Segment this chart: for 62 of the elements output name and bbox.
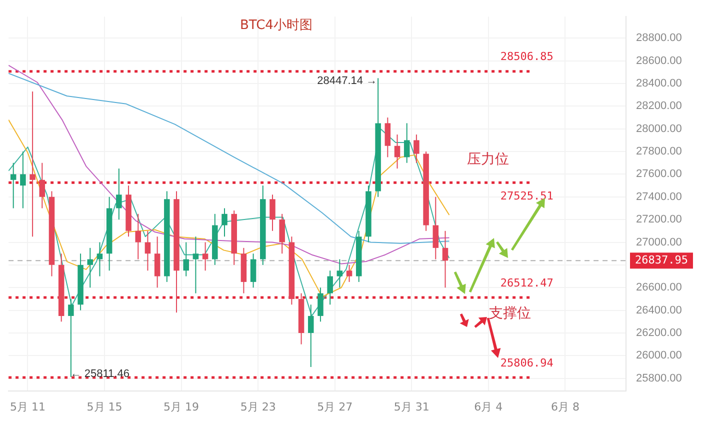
y-tick-label: 26200.00 <box>636 327 682 339</box>
y-tick-label: 28800.00 <box>636 32 682 44</box>
y-tick-label: 28400.00 <box>636 78 682 90</box>
candlestick <box>327 270 333 306</box>
candlestick <box>222 208 228 238</box>
x-tick-label: 5月 11 <box>10 400 46 414</box>
y-tick-label: 26600.00 <box>636 282 682 294</box>
candlestick <box>183 242 189 277</box>
y-tick-label: 27200.00 <box>636 214 682 226</box>
y-tick-label: 28600.00 <box>636 54 682 67</box>
annotation: 28447.14 → <box>317 75 378 88</box>
candlestick <box>154 236 160 288</box>
candlestick <box>414 134 420 164</box>
x-tick-label: 5月 15 <box>86 400 122 414</box>
annotation: 支撑位 <box>489 306 531 322</box>
candlestick <box>96 242 103 277</box>
candlestick <box>404 122 410 164</box>
candlestick <box>116 168 122 220</box>
candlestick <box>192 236 199 294</box>
annotation: 压力位 <box>467 152 509 168</box>
candlestick <box>442 230 448 288</box>
x-tick-label: 6月 4 <box>474 400 503 414</box>
y-tick-label: 27000.00 <box>636 236 682 248</box>
y-tick-label: 28000.00 <box>636 122 682 135</box>
candlestick <box>144 230 151 272</box>
candlestick <box>432 196 439 260</box>
y-tick-label: 27800.00 <box>636 146 682 158</box>
y-tick-label: 26000.00 <box>636 350 682 362</box>
ref-line-label: 26837.95 <box>635 253 688 266</box>
x-tick-label: 6月 8 <box>550 400 580 414</box>
ref-line-label: 26512.47 <box>500 276 554 290</box>
candlestick <box>20 151 26 209</box>
candlestick <box>336 258 343 288</box>
x-tick-label: 5月 31 <box>394 400 430 414</box>
y-tick-label: 27600.00 <box>636 168 682 180</box>
ref-line-label: 27525.51 <box>500 190 554 203</box>
candlestick <box>250 253 256 288</box>
y-tick-label: 25800.00 <box>636 372 682 384</box>
candlestick <box>308 304 314 368</box>
candlestick <box>30 90 36 238</box>
candlestick <box>318 287 324 322</box>
candlestick <box>68 298 74 378</box>
y-tick-label: 26400.00 <box>636 304 682 316</box>
x-tick-label: 5月 19 <box>164 400 200 414</box>
candlestick <box>202 242 208 272</box>
candlestick <box>384 117 391 158</box>
y-tick-label: 28200.00 <box>636 100 682 112</box>
candlestick <box>39 162 46 209</box>
candlestick <box>87 247 94 288</box>
candlestick <box>135 213 141 260</box>
annotation: ← 25811.46 <box>70 368 130 380</box>
candlestick <box>270 194 276 232</box>
x-tick-label: 5月 27 <box>317 400 353 414</box>
chart-title: BTC4小时图 <box>240 17 312 34</box>
candlestick <box>394 134 400 170</box>
candlestick <box>346 264 352 282</box>
candlestick <box>279 213 285 254</box>
ref-line-label: 25806.94 <box>500 356 554 370</box>
y-tick-label: 27400.00 <box>636 190 682 203</box>
ref-line-label: 28506.85 <box>500 50 554 64</box>
candlestick <box>10 162 16 209</box>
x-tick-label: 5月 23 <box>240 400 276 414</box>
